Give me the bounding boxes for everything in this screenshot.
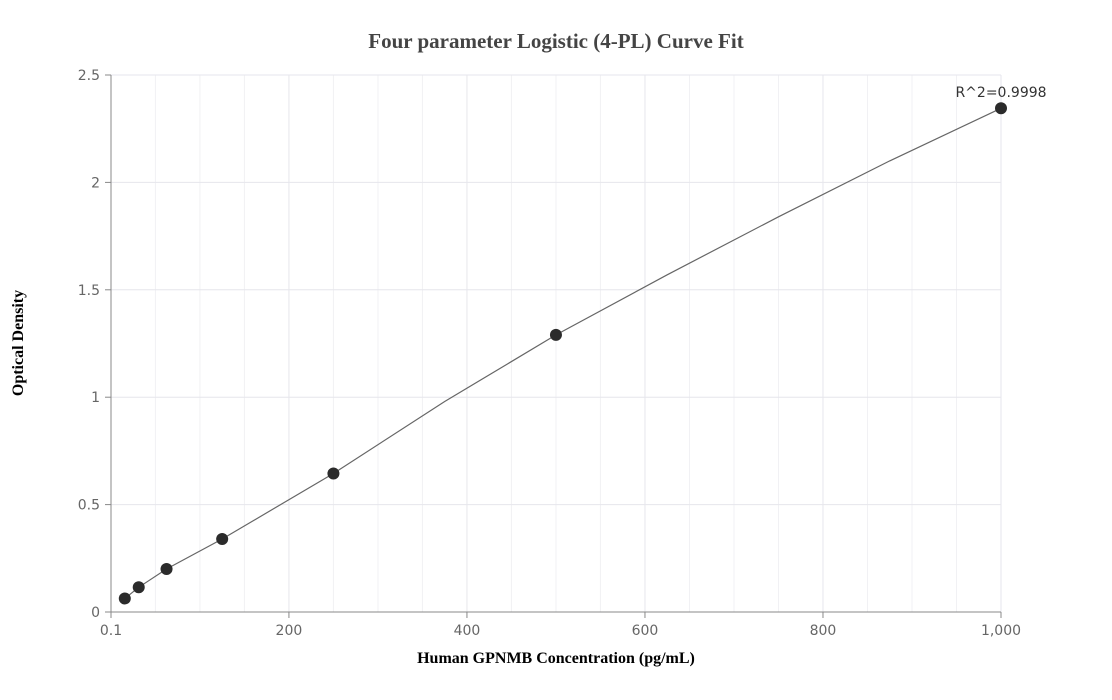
- y-tick-label: 0: [91, 605, 100, 621]
- data-point: [995, 102, 1007, 115]
- fit-curve-layer: [124, 107, 1002, 599]
- y-axis-title: Optical Density: [10, 290, 27, 396]
- chart-title: Four parameter Logistic (4-PL) Curve Fit: [368, 29, 743, 53]
- minor-gridlines: [154, 75, 957, 612]
- data-point: [327, 467, 340, 480]
- x-tick-label: 600: [632, 623, 659, 639]
- data-point: [132, 581, 145, 594]
- y-tick-label: 1: [91, 390, 100, 406]
- fit-curve-line: [124, 107, 1002, 599]
- data-point: [216, 532, 229, 545]
- data-points-layer: [118, 102, 1007, 605]
- x-tick-label: 400: [454, 623, 481, 639]
- axes: [110, 75, 1001, 613]
- x-tick-label: 0.1: [100, 623, 122, 639]
- r-squared-annotation: R^2=0.9998: [955, 85, 1046, 101]
- data-point: [549, 328, 562, 341]
- x-tick-label: 200: [276, 623, 303, 639]
- y-tick-label: 0.5: [78, 498, 100, 514]
- x-tick-label: 1,000: [981, 623, 1021, 639]
- y-tick-label: 2: [91, 175, 100, 191]
- tick-labels-layer: 0.1 200 400 600 800 1,000 0 0.5 1 1.5 2 2.5: [78, 68, 1021, 639]
- data-point: [160, 563, 173, 576]
- x-tick-label: 800: [810, 623, 837, 639]
- data-point: [118, 592, 131, 605]
- y-tick-label: 2.5: [78, 68, 100, 84]
- x-axis-title: Human GPNMB Concentration (pg/mL): [417, 650, 695, 667]
- y-tick-label: 1.5: [78, 283, 100, 299]
